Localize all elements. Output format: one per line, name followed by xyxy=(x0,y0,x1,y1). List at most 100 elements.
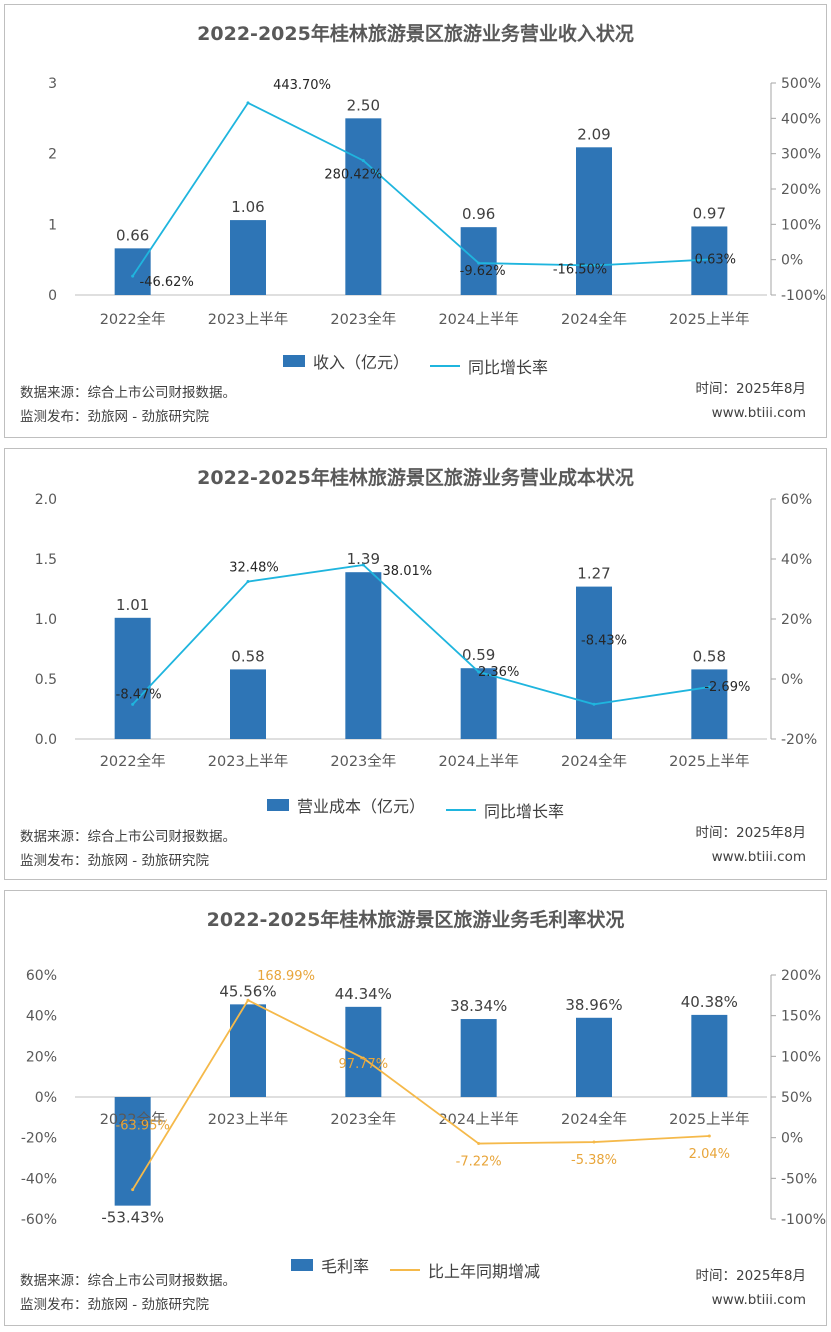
legend-swatch-line xyxy=(430,365,461,367)
publish-time: 时间：2025年8月 xyxy=(695,381,806,397)
rate-point xyxy=(361,1056,365,1060)
data-source: 数据来源：综合上市公司财报数据。 xyxy=(20,829,236,845)
rate-line xyxy=(132,564,710,706)
legend-swatch-bar xyxy=(290,1259,313,1271)
cost-chart-panel: 2022-2025年桂林旅游景区旅游业务营业成本状况 0.0 0.5 1.0 1.5 2… xyxy=(4,448,827,880)
bar-value-label: 45.56% xyxy=(219,982,276,1000)
right-axis-tick: 300% xyxy=(781,147,821,163)
rate-value-label: 280.42% xyxy=(324,168,382,183)
right-axis-tick: 0% xyxy=(781,672,803,688)
rate-value-label: -5.38% xyxy=(571,1153,617,1168)
rate-value-label: 0.63% xyxy=(695,252,736,267)
bar-value-label: 0.58 xyxy=(231,647,264,665)
data-source: 数据来源：综合上市公司财报数据。 xyxy=(20,1273,236,1289)
category-label: 2024全年 xyxy=(561,752,627,770)
legend-label-line: 同比增长率 xyxy=(468,358,549,377)
bar-value-label: 38.34% xyxy=(450,997,507,1015)
bar-value-label: 2.50 xyxy=(347,96,380,114)
right-axis-tick: -20% xyxy=(781,732,817,748)
rate-value-label: -7.22% xyxy=(456,1155,502,1170)
bar xyxy=(114,248,151,295)
left-axis-tick: 2 xyxy=(48,147,57,163)
bar-value-label: 2.09 xyxy=(577,125,610,143)
legend-swatch-line xyxy=(390,1269,421,1271)
category-label: 2025上半年 xyxy=(669,311,749,328)
right-axis-tick: 100% xyxy=(781,1049,821,1065)
left-axis-tick: 20% xyxy=(26,1049,57,1065)
bar xyxy=(691,669,728,739)
legend-item-line: 比上年同期增减 xyxy=(390,1258,540,1282)
chart-title: 2022-2025年桂林旅游景区旅游业务毛利率状况 xyxy=(206,909,625,931)
rate-value-label: -2.69% xyxy=(704,680,750,695)
rate-point xyxy=(477,670,481,674)
bar xyxy=(114,617,151,739)
rate-value-label: -9.62% xyxy=(460,264,506,279)
rate-point xyxy=(707,685,711,689)
bar xyxy=(576,147,612,295)
publish-time: 时间：2025年8月 xyxy=(695,825,806,841)
category-label: 2024全年 xyxy=(561,310,627,328)
legend-item-line: 同比增长率 xyxy=(430,354,548,378)
rate-point xyxy=(361,563,365,567)
legend-item-bar: 毛利率 xyxy=(290,1253,369,1277)
legend-label-line: 同比增长率 xyxy=(484,802,565,821)
rate-value-label: -46.62% xyxy=(140,275,194,290)
rate-value-label: 2.04% xyxy=(689,1147,730,1162)
right-axis-tick: 0% xyxy=(781,1131,803,1147)
right-axis-tick: 100% xyxy=(781,217,821,233)
category-label: 2024上半年 xyxy=(438,753,518,770)
category-label: 2024上半年 xyxy=(438,311,518,328)
bar-value-label: 0.59 xyxy=(462,646,495,664)
publish-time: 时间：2025年8月 xyxy=(695,1268,806,1284)
website: www.btiii.com xyxy=(711,405,806,421)
left-axis-tick: 0 xyxy=(48,288,57,304)
rate-value-label: 38.01% xyxy=(383,564,433,579)
left-axis-tick: -20% xyxy=(21,1131,57,1147)
rate-value-label: -8.47% xyxy=(116,687,162,702)
bar-value-label: 1.39 xyxy=(347,550,380,568)
footer-right: 时间：2025年8月 www.btiii.com xyxy=(696,1264,806,1312)
category-label: 2022全年 xyxy=(100,310,166,328)
bar-value-label: 38.96% xyxy=(565,996,622,1014)
rate-line xyxy=(131,101,710,277)
publisher: 监测发布：劲旅网 - 劲旅研究院 xyxy=(20,409,209,425)
bar-value-label: 0.97 xyxy=(693,204,726,222)
rate-point xyxy=(131,1188,135,1192)
category-label: 2023全年 xyxy=(330,752,396,770)
left-axis-tick: 60% xyxy=(26,968,57,984)
right-axis-tick: 500% xyxy=(781,76,821,92)
rate-value-label: -63.95% xyxy=(116,1119,170,1134)
publisher: 监测发布：劲旅网 - 劲旅研究院 xyxy=(20,1297,209,1313)
rate-point xyxy=(592,702,596,706)
rate-value-label: 168.99% xyxy=(257,969,315,984)
bar xyxy=(345,572,382,739)
bar xyxy=(460,227,497,295)
rate-point xyxy=(246,101,250,105)
bar xyxy=(576,586,612,739)
chart-legend: 毛利率 比上年同期增减 xyxy=(5,1253,826,1282)
bar-value-label: 40.38% xyxy=(681,993,738,1011)
left-axis-tick: 2.0 xyxy=(35,492,57,508)
footer-right: 时间：2025年8月 www.btiii.com xyxy=(696,377,806,425)
right-axis-tick: 60% xyxy=(781,492,812,508)
rate-point xyxy=(246,580,250,584)
left-axis-tick: -40% xyxy=(21,1171,57,1187)
left-axis-tick: 1.5 xyxy=(35,552,57,568)
margin-chart-panel: 2022-2025年桂林旅游景区旅游业务毛利率状况 -60% -40% -20% 0%… xyxy=(4,890,827,1326)
legend-swatch-bar xyxy=(282,355,305,367)
rate-point xyxy=(477,1142,481,1146)
legend-swatch-bar xyxy=(266,799,289,811)
rate-value-label: -16.50% xyxy=(553,262,607,277)
revenue-chart-panel: 2022-2025年桂林旅游景区旅游业务营业收入状况 0 1 2 3 -100% 0% 10… xyxy=(4,4,827,438)
right-axis-tick: 150% xyxy=(781,1009,821,1025)
rate-point xyxy=(131,702,135,706)
left-axis-tick: 0.0 xyxy=(35,732,57,748)
rate-value-label: 443.70% xyxy=(273,78,331,93)
chart-title: 2022-2025年桂林旅游景区旅游业务营业收入状况 xyxy=(197,23,634,45)
bar xyxy=(230,669,266,739)
rate-point xyxy=(592,263,596,267)
right-axis-tick: 40% xyxy=(781,552,812,568)
legend-label-bar: 营业成本（亿元） xyxy=(296,797,425,816)
left-axis-tick: 0% xyxy=(35,1090,57,1106)
publisher: 监测发布：劲旅网 - 劲旅研究院 xyxy=(20,853,209,869)
